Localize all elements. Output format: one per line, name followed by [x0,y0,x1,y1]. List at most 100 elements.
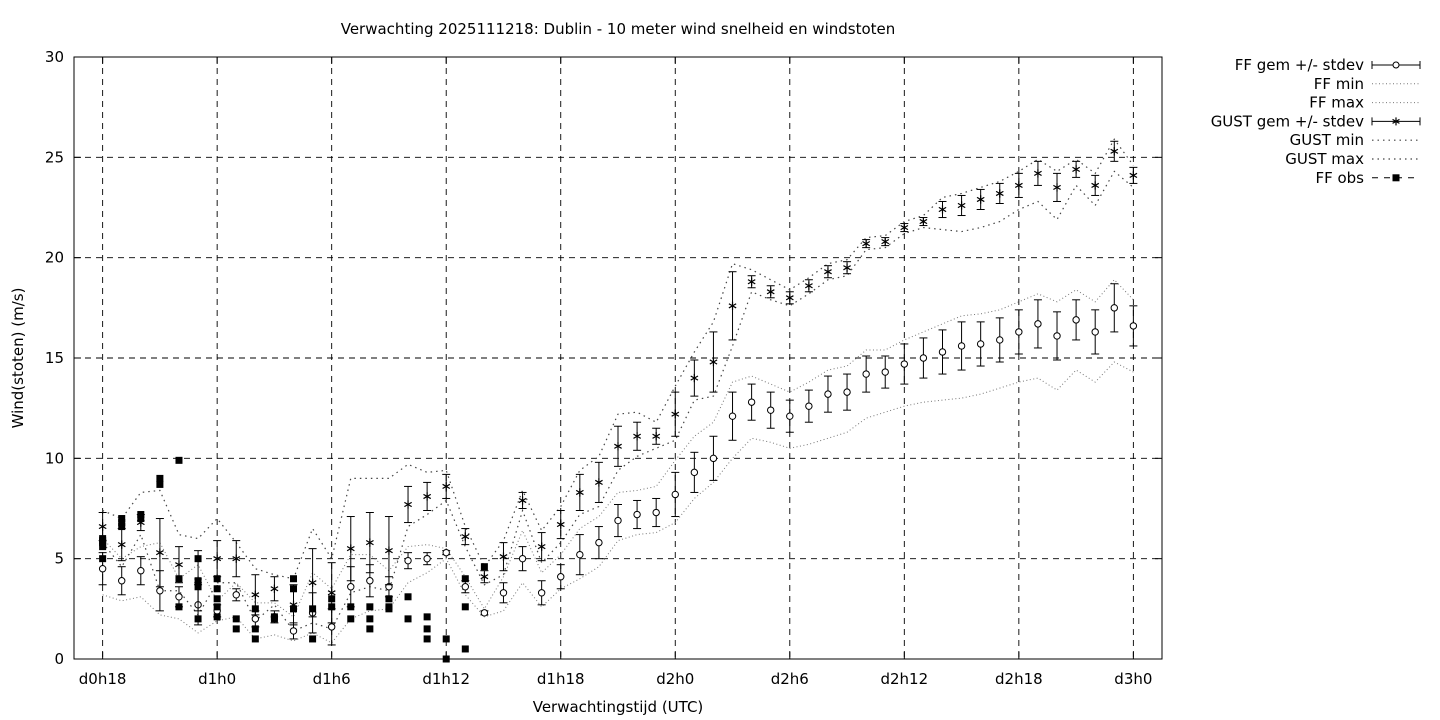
star-stroke [633,433,642,439]
data-point-circle [996,336,1004,344]
obs-point [423,635,431,643]
star-stroke [1110,148,1119,154]
data-point-circle [118,577,126,585]
errorbar-point [766,391,775,429]
errorbar-point [976,321,985,367]
errorbar-point [499,542,508,572]
obs-point [404,593,412,601]
obs-point [99,543,107,551]
errorbar-point [938,200,947,219]
data-point-circle [1091,328,1099,336]
star-stroke [1392,118,1400,124]
star-stroke [900,224,909,231]
legend-item: GUST min [1290,131,1420,149]
data-point-circle [480,609,489,617]
errorbar-point [919,217,928,227]
errorbar-point [251,574,260,616]
obs-point [309,605,317,613]
data-point-star [614,442,622,451]
errorbar-point [900,223,909,233]
star-stroke [862,241,871,247]
data-point-star [1072,165,1081,174]
errorbar-point [423,481,432,512]
star-stroke [919,218,928,225]
data-point-circle [957,342,966,350]
star-stroke [957,202,966,209]
x-tick-label: d2h18 [995,670,1043,688]
series-line [102,170,1134,632]
obs-point [118,523,126,531]
errorbar-point [843,261,852,275]
legend-label: FF obs [1315,169,1364,187]
star-stroke [785,295,794,301]
legend-item: FF max [1309,94,1420,112]
data-point-circle [366,577,374,585]
data-point-circle [518,554,527,563]
obs-point [175,603,183,611]
errorbar-point [976,188,985,211]
data-point-star [213,554,222,563]
y-tick-label: 20 [45,249,64,267]
data-point-star [155,548,164,557]
errorbar-point [804,389,813,423]
data-point-circle [862,370,870,378]
y-axis-label: Wind(stoten) (m/s) [9,288,27,429]
obs-point [366,625,374,633]
errorbar-point [117,528,126,562]
errorbar-point [1072,160,1081,178]
star-stroke [976,196,985,203]
y-tick-label: 25 [45,148,64,166]
errorbar-point [575,473,584,512]
data-point-circle [98,565,107,573]
data-point-circle [289,627,298,635]
errorbar-point [270,576,279,602]
data-point-star [804,281,813,290]
errorbar-point [843,373,852,411]
obs-point [385,605,393,613]
errorbar-point [404,552,413,570]
obs-point [156,480,164,488]
data-point-star [709,357,718,367]
y-tick-label: 5 [54,550,64,568]
data-point-circle [976,340,985,348]
obs-point [366,603,374,611]
obs-point [194,615,202,623]
obs-point [99,555,107,563]
data-point-star [442,482,451,491]
data-point-star [594,478,603,487]
data-point-circle [499,589,508,597]
data-point-star [232,554,241,563]
data-point-circle [1034,320,1042,328]
errorbar-point [1053,172,1062,202]
series-line [102,361,1134,644]
obs-point [251,625,259,633]
obs-point [213,613,221,621]
obs-point [290,605,298,613]
data-point-star [499,552,508,561]
data-point-star [938,205,947,214]
obs-point [213,575,221,583]
legend-label: FF min [1314,75,1364,93]
data-point-star [976,195,985,204]
series-line [102,138,1134,580]
legend-marker [1392,61,1400,69]
obs-point [99,535,107,543]
data-point-circle [671,490,679,499]
star-stroke [1091,182,1100,189]
star-stroke [804,283,813,289]
obs-point [194,577,202,585]
data-point-circle [1015,328,1023,336]
data-point-star [766,287,775,296]
errorbar-point [652,497,661,528]
star-stroke [155,550,164,556]
y-tick-label: 30 [45,48,64,66]
x-tick-label: d2h12 [880,670,928,688]
errorbar-point [766,285,775,299]
errorbar-point [1091,309,1100,355]
data-point-circle [747,398,756,406]
data-point-star [480,572,489,581]
errorbar-point [556,510,565,540]
data-point-circle [728,412,737,420]
obs-point [213,595,221,603]
obs-point [194,555,202,563]
